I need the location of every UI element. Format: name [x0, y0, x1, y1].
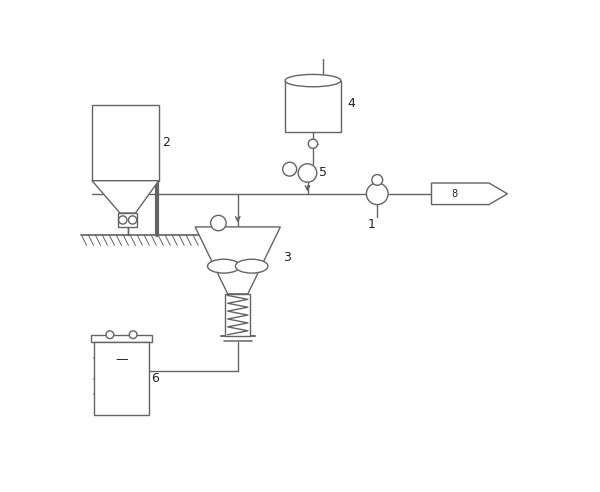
- Text: 3: 3: [283, 251, 290, 264]
- Circle shape: [298, 164, 317, 182]
- Bar: [226, 294, 250, 336]
- Circle shape: [283, 162, 296, 176]
- Text: 4: 4: [348, 97, 356, 110]
- Circle shape: [106, 331, 114, 338]
- Circle shape: [367, 183, 388, 205]
- Ellipse shape: [285, 74, 341, 87]
- Ellipse shape: [208, 259, 240, 273]
- Circle shape: [211, 215, 226, 231]
- Bar: [285, 81, 341, 132]
- Bar: [94, 342, 149, 415]
- Text: —: —: [115, 353, 128, 366]
- Text: 5: 5: [319, 166, 327, 180]
- Circle shape: [128, 216, 137, 224]
- Ellipse shape: [235, 259, 268, 273]
- Text: 1: 1: [368, 218, 376, 231]
- Circle shape: [129, 331, 137, 338]
- Text: 2: 2: [162, 136, 170, 149]
- Polygon shape: [195, 227, 280, 294]
- Bar: [91, 335, 152, 342]
- Bar: [118, 213, 137, 227]
- Circle shape: [372, 175, 383, 185]
- Polygon shape: [431, 183, 508, 205]
- Text: 8: 8: [452, 189, 458, 199]
- Polygon shape: [92, 181, 158, 213]
- Circle shape: [308, 139, 317, 149]
- Bar: [92, 105, 158, 181]
- Text: 6: 6: [151, 372, 159, 385]
- Circle shape: [119, 216, 127, 224]
